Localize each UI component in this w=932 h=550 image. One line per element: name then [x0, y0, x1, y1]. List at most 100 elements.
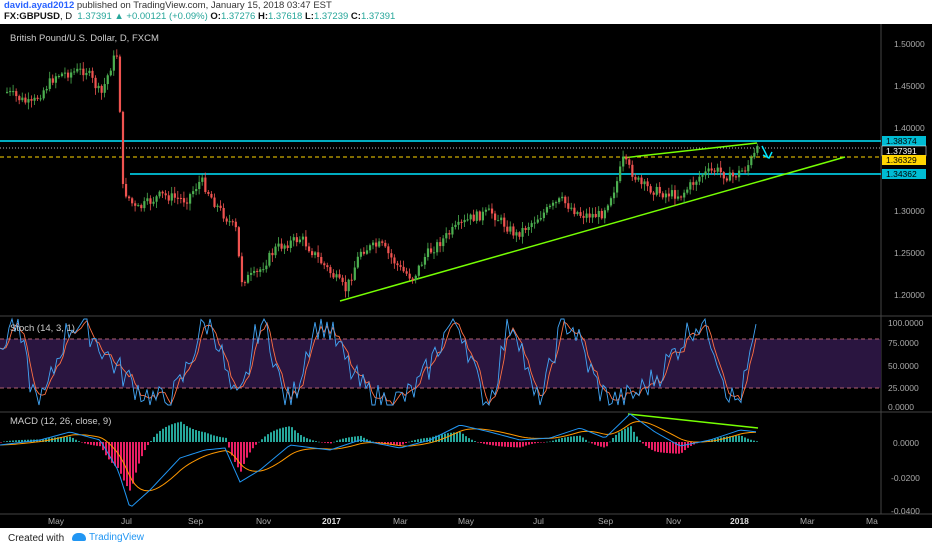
time-tick: Mar — [800, 516, 815, 526]
stoch-tick: 100.0000 — [888, 318, 924, 328]
candle-body — [207, 191, 210, 194]
candle-body — [536, 219, 539, 223]
author-link[interactable]: david.ayad2012 — [4, 0, 75, 11]
candle-body — [161, 191, 164, 194]
macd-histogram-bar — [258, 441, 260, 443]
macd-histogram-bar — [618, 432, 620, 442]
candle-body — [494, 213, 497, 221]
candle-body — [131, 198, 134, 204]
chart-svg[interactable]: British Pound/U.S. Dollar, D, FXCM Stoch… — [0, 24, 932, 528]
macd-histogram-bar — [315, 441, 317, 442]
candle-body — [539, 218, 542, 220]
macd-histogram-bar — [9, 440, 11, 442]
candle-body — [79, 68, 82, 70]
candle-body — [271, 252, 274, 256]
candle-body — [70, 72, 73, 78]
macd-histogram-bar — [540, 442, 542, 443]
candle-body — [731, 172, 735, 177]
candle-body — [750, 157, 753, 166]
candle-body — [658, 186, 661, 194]
publish-info: published on TradingView.com, January 15… — [76, 0, 332, 11]
candle-body — [722, 172, 725, 179]
macd-histogram-bar — [312, 440, 314, 442]
candle-body — [649, 186, 652, 193]
macd-histogram-bar — [609, 441, 611, 443]
candle-body — [576, 212, 579, 215]
candle-body — [542, 212, 545, 219]
macd-histogram-bar — [291, 427, 293, 442]
macd-histogram-bar — [252, 442, 254, 449]
macd-histogram-bar — [465, 436, 467, 442]
chart-area[interactable]: British Pound/U.S. Dollar, D, FXCM Stoch… — [0, 24, 932, 528]
candle-body — [185, 202, 189, 204]
chart-header: david.ayad2012 published on TradingView.… — [0, 0, 932, 24]
macd-histogram-bar — [438, 434, 440, 442]
stoch-band — [0, 339, 881, 388]
candle-body — [579, 212, 582, 216]
macd-histogram-bar — [633, 431, 635, 442]
candle-body — [24, 97, 27, 103]
macd-histogram-bar — [369, 440, 371, 442]
macd-histogram-bar — [468, 438, 470, 442]
macd-histogram-bar — [738, 435, 740, 442]
macd-histogram-bar — [657, 442, 659, 453]
candle-body — [582, 215, 585, 218]
macd-histogram-bar — [567, 436, 569, 442]
macd-histogram-bar — [672, 442, 674, 454]
candle-body — [48, 78, 51, 89]
candle-body — [527, 226, 530, 231]
low-label: L: — [304, 11, 314, 22]
price-label-bg — [882, 136, 926, 146]
candle-body — [439, 242, 442, 247]
time-tick: Jul — [121, 516, 132, 526]
candle-body — [225, 218, 228, 222]
macd-histogram-bar — [660, 442, 662, 453]
macd-histogram-bar — [27, 439, 29, 442]
rising-trendline[interactable] — [339, 156, 846, 302]
macd-histogram-bar — [504, 442, 506, 447]
candle-body — [338, 274, 341, 278]
macd-histogram-bar — [669, 442, 671, 454]
macd-histogram-bar — [294, 430, 296, 442]
macd-histogram-bar — [84, 442, 86, 444]
candle-body — [609, 198, 613, 206]
macd-histogram-bar — [528, 442, 530, 445]
macd-histogram-bar — [447, 433, 449, 442]
time-tick: Nov — [256, 516, 272, 526]
down-arrow-icon[interactable] — [761, 145, 773, 160]
candle-body — [747, 165, 750, 172]
candle-body — [234, 221, 237, 228]
upper-trendline[interactable] — [621, 142, 758, 159]
candle-body — [753, 152, 756, 158]
candle-body — [524, 227, 527, 231]
interval-label: D — [65, 11, 73, 22]
macd-histogram-bar — [642, 442, 644, 444]
created-with-text: Created with — [8, 533, 65, 544]
tradingview-link[interactable]: TradingView — [72, 532, 144, 543]
macd-histogram-bar — [306, 438, 308, 442]
publish-line: david.ayad2012 published on TradingView.… — [4, 0, 332, 11]
macd-divergence-line[interactable] — [627, 413, 759, 429]
macd-histogram-bar — [3, 441, 5, 443]
candle-body — [277, 243, 280, 247]
macd-histogram-bar — [114, 442, 116, 466]
candle-body — [304, 236, 308, 247]
candle-body — [353, 267, 356, 280]
price-tick: 1.40000 — [894, 123, 925, 133]
macd-histogram-bar — [156, 433, 158, 442]
candle-body — [533, 222, 536, 224]
stoch-k-line — [0, 317, 757, 407]
candle-body — [295, 237, 298, 243]
symbol-label[interactable]: FX:GBPUSD — [4, 11, 60, 22]
candle-body — [243, 282, 247, 284]
candle-body — [280, 243, 283, 249]
macd-histogram-bar — [531, 442, 533, 444]
open-label: O: — [210, 11, 221, 22]
macd-histogram-bar — [180, 421, 182, 442]
candle-body — [326, 265, 329, 268]
macd-histogram-bar — [150, 440, 152, 442]
macd-histogram-bar — [477, 442, 479, 443]
macd-tick: -0.0200 — [891, 473, 920, 483]
macd-histogram-bar — [423, 438, 425, 442]
macd-histogram-bar — [345, 437, 347, 442]
